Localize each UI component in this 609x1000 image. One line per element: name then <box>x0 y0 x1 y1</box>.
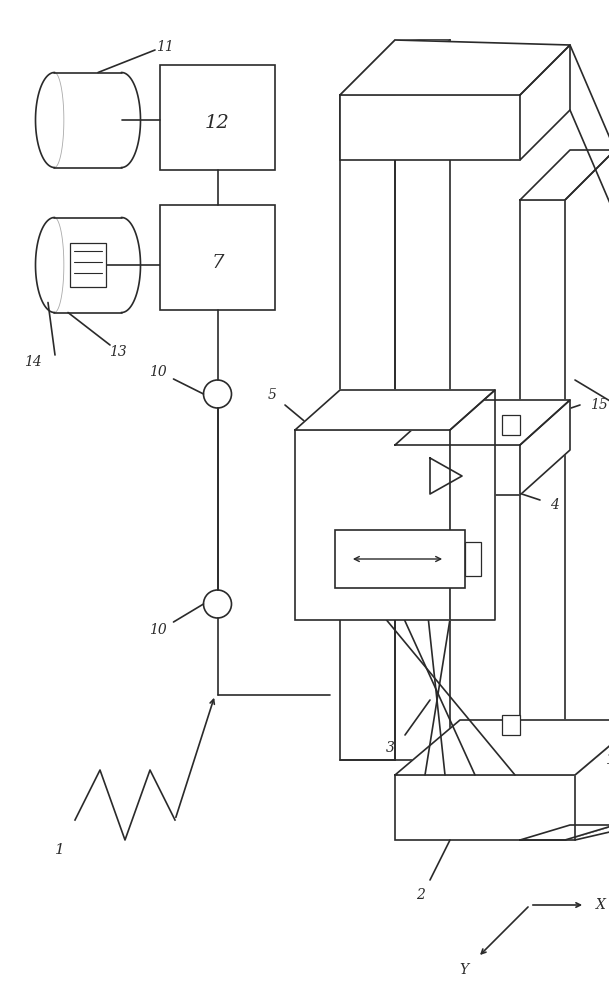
Bar <box>340 95 395 760</box>
Text: 15: 15 <box>590 398 608 412</box>
Polygon shape <box>520 400 570 495</box>
Text: 7: 7 <box>211 253 224 271</box>
Bar <box>465 542 481 576</box>
Bar <box>520 200 565 840</box>
Text: 5: 5 <box>268 388 277 402</box>
Polygon shape <box>295 390 495 430</box>
Polygon shape <box>340 40 570 95</box>
Polygon shape <box>450 390 495 620</box>
Text: 4: 4 <box>550 498 559 512</box>
Bar <box>160 205 275 310</box>
Bar <box>70 243 106 287</box>
Bar <box>502 415 520 435</box>
Bar <box>502 715 520 735</box>
Text: 2: 2 <box>415 888 424 902</box>
Text: 11: 11 <box>156 40 174 54</box>
Bar <box>395 445 520 495</box>
Polygon shape <box>340 40 450 95</box>
Text: 10: 10 <box>149 623 166 637</box>
Text: 12: 12 <box>205 113 230 131</box>
Bar <box>295 430 450 620</box>
Bar <box>340 95 520 160</box>
Bar <box>160 65 275 170</box>
Polygon shape <box>520 825 609 840</box>
Text: 14: 14 <box>24 355 42 369</box>
Polygon shape <box>520 45 570 160</box>
Polygon shape <box>395 40 450 150</box>
Text: 13: 13 <box>109 345 127 359</box>
Polygon shape <box>395 720 609 775</box>
Text: X: X <box>596 898 606 912</box>
Bar <box>335 530 465 588</box>
Polygon shape <box>395 400 570 445</box>
Text: 1: 1 <box>55 843 65 857</box>
Text: 10: 10 <box>149 365 166 379</box>
Text: 3: 3 <box>386 741 395 755</box>
Text: Y: Y <box>459 963 468 977</box>
Polygon shape <box>520 150 609 200</box>
Bar <box>395 775 575 840</box>
Text: 15: 15 <box>605 753 609 767</box>
